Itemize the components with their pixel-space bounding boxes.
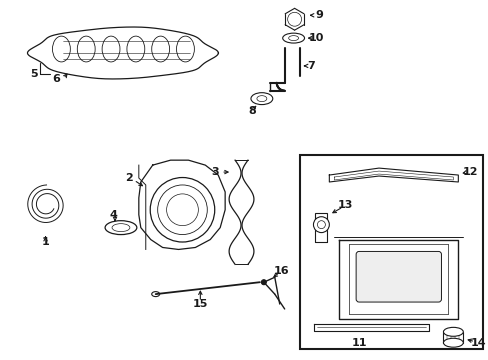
Text: 16: 16: [273, 266, 289, 276]
Ellipse shape: [151, 292, 160, 297]
Ellipse shape: [112, 224, 130, 231]
Ellipse shape: [443, 327, 462, 336]
Ellipse shape: [166, 194, 198, 226]
Ellipse shape: [443, 338, 462, 347]
Text: 6: 6: [52, 74, 61, 84]
FancyBboxPatch shape: [355, 251, 441, 302]
Polygon shape: [339, 239, 457, 319]
Text: 9: 9: [315, 10, 323, 20]
Text: 13: 13: [337, 200, 352, 210]
Ellipse shape: [261, 280, 266, 285]
Ellipse shape: [150, 177, 214, 242]
Ellipse shape: [313, 217, 328, 233]
Ellipse shape: [105, 221, 137, 235]
Ellipse shape: [317, 221, 325, 229]
Ellipse shape: [250, 93, 272, 105]
Bar: [299, 155, 482, 349]
Text: 15: 15: [192, 299, 207, 309]
Ellipse shape: [157, 185, 207, 235]
Text: 8: 8: [247, 105, 255, 116]
Text: 1: 1: [41, 237, 49, 247]
Text: 11: 11: [351, 338, 366, 348]
Text: 12: 12: [462, 167, 477, 177]
Polygon shape: [314, 324, 427, 331]
Text: 7: 7: [307, 61, 315, 71]
Text: 10: 10: [308, 33, 324, 43]
Bar: [315, 213, 326, 220]
Ellipse shape: [256, 96, 266, 102]
Ellipse shape: [282, 33, 304, 43]
Polygon shape: [328, 168, 457, 182]
Text: 14: 14: [469, 338, 485, 348]
Text: 4: 4: [109, 210, 117, 220]
Text: 5: 5: [30, 69, 38, 79]
Text: 3: 3: [211, 167, 219, 177]
Text: 2: 2: [125, 173, 133, 183]
Ellipse shape: [288, 36, 298, 41]
